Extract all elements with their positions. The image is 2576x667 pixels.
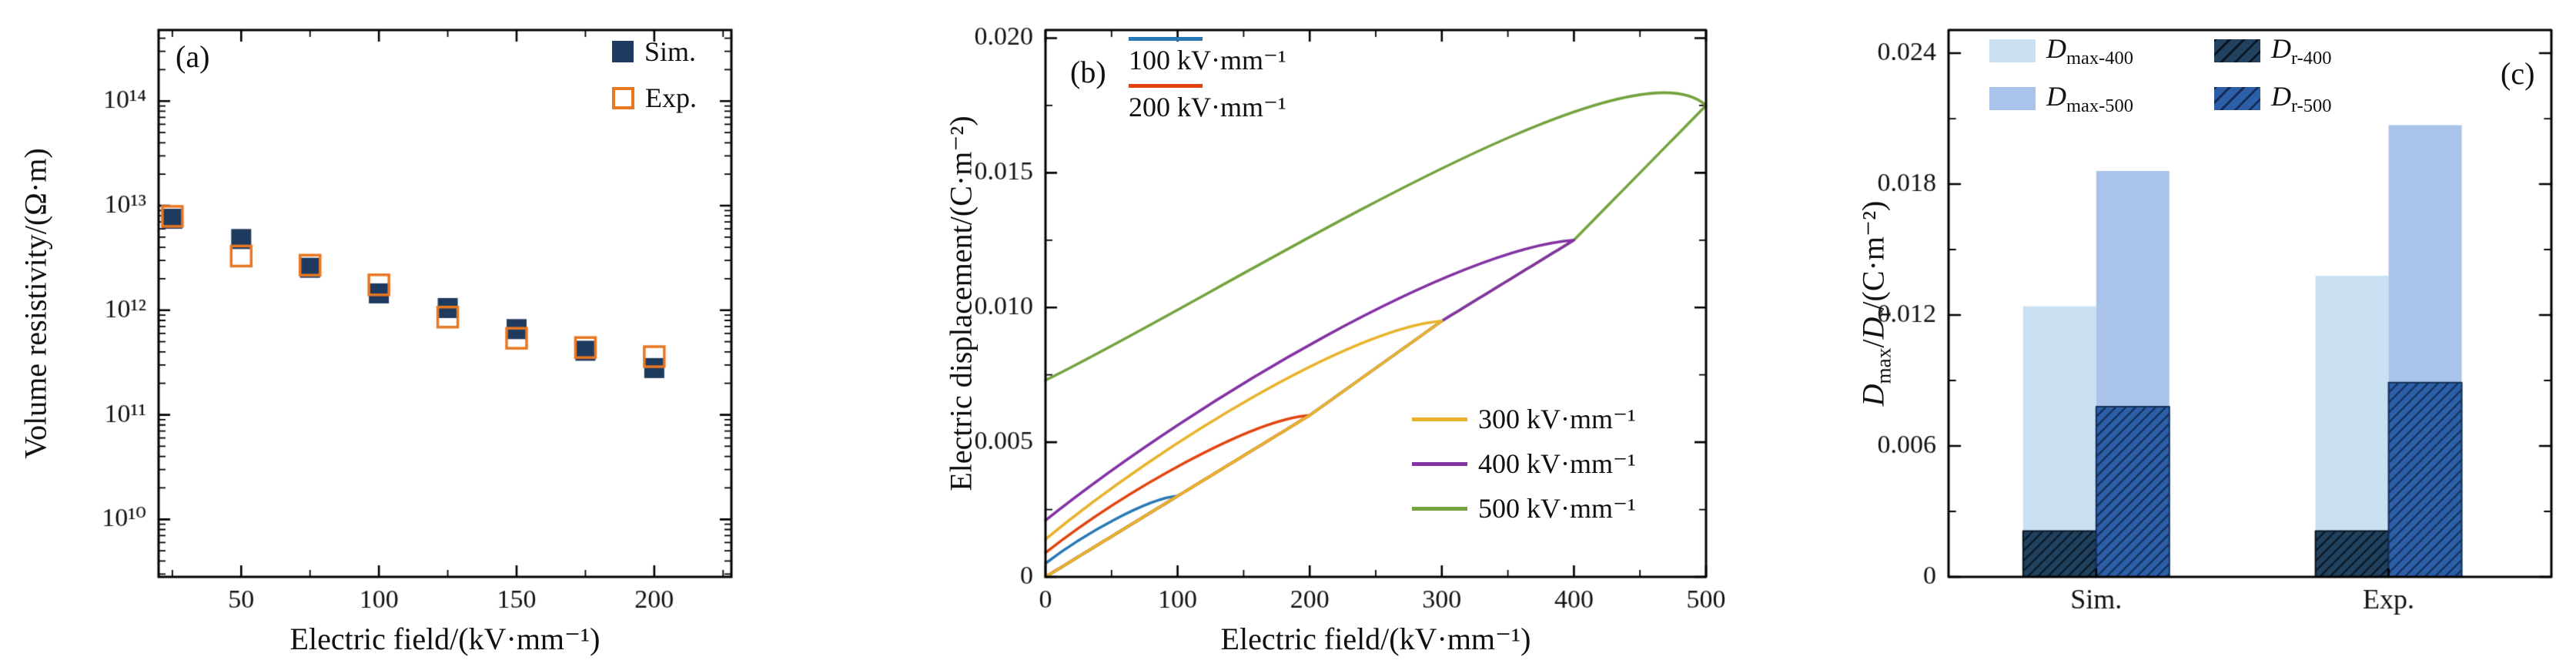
legend-label-300: 300 kV·mm⁻¹ bbox=[1478, 404, 1636, 434]
panel-b-y-axis-label: Electric displacement/(C·m⁻²) bbox=[943, 116, 979, 491]
legend-label-dmax-500: Dmax-500 bbox=[2046, 80, 2133, 117]
line-swatch-300-icon bbox=[1412, 417, 1467, 421]
legend-dmax500-base: D bbox=[2046, 81, 2066, 112]
panel-b-legend-bottom: 300 kV·mm⁻¹ 400 kV·mm⁻¹ 500 kV·mm⁻¹ bbox=[1412, 403, 1636, 537]
legend-item-dmax-400: Dmax-400 bbox=[1989, 32, 2133, 69]
legend-item-dr-500: Dr-500 bbox=[2214, 80, 2332, 117]
panel-b-x-axis-label: Electric field/(kV·mm⁻¹) bbox=[1220, 622, 1531, 656]
ylabel-d-max-symbol: D bbox=[1855, 384, 1891, 407]
dmax-400-swatch-icon bbox=[1989, 39, 2036, 63]
legend-item-dmax-500: Dmax-500 bbox=[1989, 80, 2133, 117]
legend-label-exp: Exp. bbox=[645, 82, 697, 113]
line-swatch-400-icon bbox=[1412, 461, 1467, 466]
legend-item-300: 300 kV·mm⁻¹ bbox=[1412, 403, 1636, 435]
panel-a-letter: (a) bbox=[176, 39, 210, 74]
legend-dmax400-sub: max-400 bbox=[2066, 48, 2133, 69]
dr-500-swatch-icon bbox=[2214, 87, 2260, 111]
exp-open-square-icon bbox=[612, 86, 634, 109]
legend-item-500: 500 kV·mm⁻¹ bbox=[1412, 492, 1636, 525]
legend-dr500-base: D bbox=[2271, 81, 2291, 112]
line-swatch-100-icon bbox=[1129, 37, 1203, 41]
panel-c-y-axis-label: Dmax/Dr/(C·m⁻²) bbox=[1855, 201, 1896, 407]
sim-filled-square-icon bbox=[612, 41, 634, 62]
legend-item-dr-400: Dr-400 bbox=[2214, 32, 2332, 69]
panel-b-letter: (b) bbox=[1070, 55, 1106, 89]
legend-label-200: 200 kV·mm⁻¹ bbox=[1129, 92, 1286, 122]
panel-c-legend-col2: Dr-400 Dr-500 bbox=[2214, 32, 2332, 128]
legend-label-500: 500 kV·mm⁻¹ bbox=[1478, 493, 1636, 524]
legend-label-400: 400 kV·mm⁻¹ bbox=[1478, 448, 1636, 479]
dmax-500-swatch-icon bbox=[1989, 87, 2036, 111]
line-swatch-200-icon bbox=[1129, 84, 1203, 88]
panel-a-y-axis-label: Volume resistivity/(Ω·m) bbox=[18, 148, 53, 459]
panel-b-legend-top: 100 kV·mm⁻¹ 200 kV·mm⁻¹ bbox=[1129, 29, 1286, 131]
ylabel-sub-r: r bbox=[1872, 310, 1895, 317]
panel-c-legend-col1: Dmax-400 Dmax-500 bbox=[1989, 32, 2133, 128]
legend-dmax400-base: D bbox=[2046, 33, 2066, 64]
legend-label-dr-500: Dr-500 bbox=[2271, 80, 2332, 117]
legend-label-dmax-400: Dmax-400 bbox=[2046, 32, 2133, 69]
legend-item-400: 400 kV·mm⁻¹ bbox=[1412, 447, 1636, 480]
panel-c-letter: (c) bbox=[2501, 56, 2535, 91]
legend-dr400-base: D bbox=[2271, 33, 2291, 64]
dr-400-swatch-icon bbox=[2214, 39, 2260, 63]
legend-dmax500-sub: max-500 bbox=[2066, 96, 2133, 117]
ylabel-d-r-symbol: D bbox=[1855, 317, 1891, 340]
ylabel-unit: /(C·m⁻²) bbox=[1855, 200, 1891, 310]
line-swatch-500-icon bbox=[1412, 506, 1467, 511]
legend-item-exp: Exp. bbox=[612, 82, 697, 114]
legend-item-sim: Sim. bbox=[612, 35, 697, 68]
legend-label-100: 100 kV·mm⁻¹ bbox=[1129, 45, 1286, 75]
ylabel-separator: / bbox=[1855, 339, 1891, 348]
panel-a-x-axis-label: Electric field/(kV·mm⁻¹) bbox=[289, 622, 601, 656]
legend-label-sim: Sim. bbox=[644, 36, 697, 67]
panel-a-legend: Sim. Exp. bbox=[612, 35, 697, 114]
legend-dr500-sub: r-500 bbox=[2291, 96, 2332, 117]
legend-label-dr-400: Dr-400 bbox=[2271, 32, 2332, 69]
ylabel-sub-max: max bbox=[1872, 347, 1895, 384]
legend-dr400-sub: r-400 bbox=[2291, 48, 2332, 69]
